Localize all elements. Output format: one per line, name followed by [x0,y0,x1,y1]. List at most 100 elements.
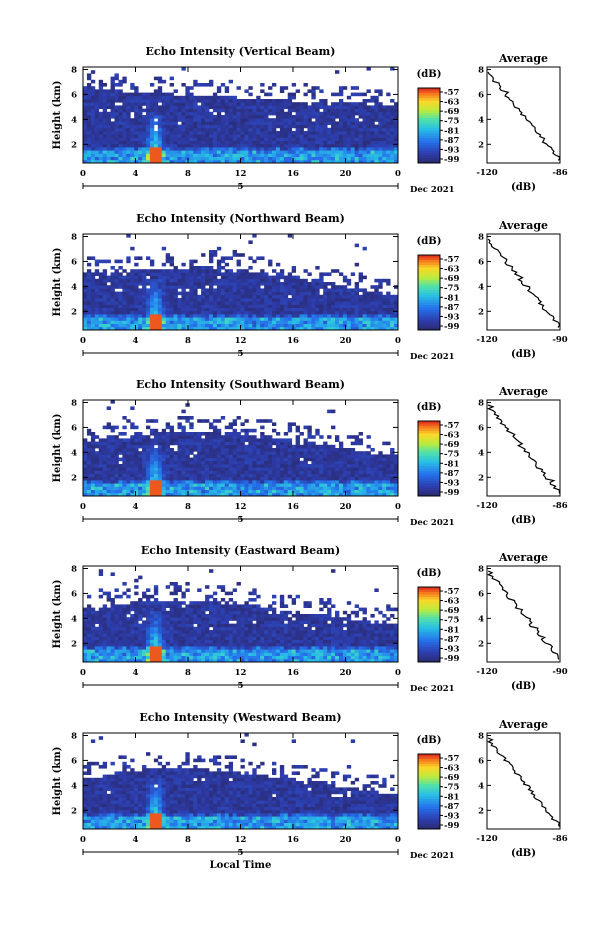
heatmap-cell [102,143,108,148]
heatmap-cell [114,467,119,471]
heatmap-cell [248,118,253,122]
heatmap-cell [130,304,135,308]
heatmap-cell [252,457,257,462]
heatmap-cell [362,304,367,308]
heatmap-cell [153,92,159,97]
heatmap-cell [335,298,340,302]
heatmap-cell [197,153,202,157]
heatmap-cell [90,131,96,135]
heatmap-cell [315,301,320,305]
heatmap-cell [335,294,340,299]
heatmap-cell [169,259,174,264]
heatmap-cell [197,147,202,151]
heatmap-cell [181,156,186,161]
heatmap-cell [126,147,131,151]
heatmap-cell [240,489,245,494]
heatmap-cell [146,435,151,439]
heatmap-cell [228,111,234,116]
heatmap-cell [118,291,123,296]
heatmap-cell [153,108,159,113]
heatmap-cell [181,489,186,494]
heatmap-cell [236,108,241,113]
heatmap-cell [346,473,352,478]
heatmap-cell [382,143,387,148]
heatmap-cell [319,127,324,132]
heatmap-cell [248,307,253,312]
heatmap-cell [114,307,119,312]
heatmap-cell [149,95,155,100]
heatmap-cell [146,298,151,302]
heatmap-cell [212,102,218,106]
colorbar-swatch [418,446,440,449]
heatmap-cell [134,89,139,93]
heatmap-cell [232,483,237,487]
heatmap-cell [374,118,379,122]
heatmap-cell [232,250,237,254]
heatmap-cell [149,137,155,141]
heatmap-cell [83,476,88,481]
heatmap-cell [342,127,348,132]
heatmap-cell [272,492,277,497]
heatmap-cell [193,310,198,315]
heatmap-cell [146,492,151,497]
heatmap-cell [220,159,226,164]
heatmap-cell [287,272,293,276]
heatmap-cell [201,150,206,154]
heatmap-cell [83,457,88,462]
heatmap-cell [244,147,249,151]
heatmap-cell [193,102,198,106]
heatmap-cell [275,159,281,164]
heatmap-cell [291,298,297,302]
heatmap-cell [177,476,182,481]
heatmap-cell [260,118,265,122]
heatmap-cell [157,314,163,318]
heatmap-cell [331,323,336,328]
heatmap-cell [299,127,304,132]
heatmap-cell [268,143,273,148]
heatmap-cell [228,304,234,308]
heatmap-cell [374,314,379,318]
heatmap-cell [303,307,308,312]
heatmap-cell [110,438,115,442]
heatmap-cell [232,314,237,318]
heatmap-cell [256,483,261,487]
heatmap-cell [291,326,297,331]
heatmap-cell [279,272,285,276]
heatmap-cell [283,454,289,458]
heatmap-cell [142,464,147,468]
heatmap-cell [366,118,371,122]
heatmap-cell [378,124,383,129]
heatmap-cell [106,115,111,119]
heatmap-cell [134,320,139,324]
heatmap-cell [283,115,289,119]
heatmap-cell [374,320,379,324]
heatmap-cell [193,317,198,321]
heatmap-cell [86,131,92,135]
heatmap-cell [248,159,253,164]
heatmap-cell [161,159,167,164]
heatmap-cell [220,124,226,129]
heatmap-cell [209,150,214,154]
heatmap-cell [307,111,312,116]
heatmap-cell [244,105,249,109]
heatmap-cell [185,467,190,471]
heatmap-cell [165,470,171,474]
heatmap-cell [161,476,167,481]
heatmap-cell [382,492,387,497]
heatmap-cell [236,272,241,276]
colorbar-swatch [418,158,440,161]
heatmap-cell [354,435,360,439]
heatmap-cell [346,470,352,474]
heatmap-cell [291,470,297,474]
heatmap-cell [374,457,379,462]
heatmap-cell [122,111,127,116]
heatmap-cell [272,140,277,145]
heatmap-cell [331,304,336,308]
heatmap-cell [134,448,139,452]
heatmap-cell [161,314,167,318]
heatmap-cell [370,464,375,468]
heatmap-cell [244,150,249,154]
heatmap-cell [220,310,226,315]
heatmap-cell [299,304,304,308]
heatmap-cell [311,137,316,141]
